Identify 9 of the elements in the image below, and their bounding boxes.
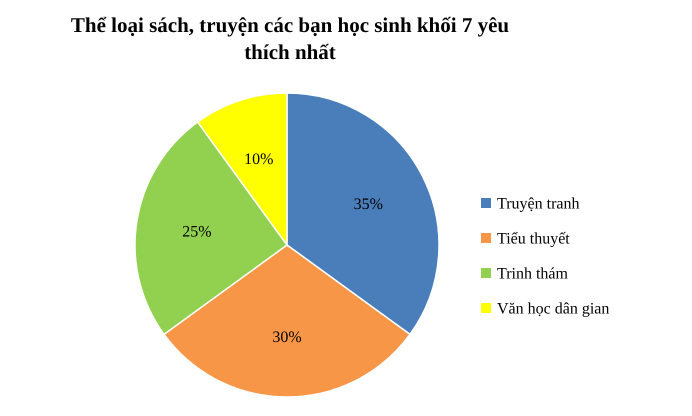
data-label: 30%	[272, 328, 302, 346]
legend-label: Tiểu thuyết	[497, 230, 570, 248]
legend-label: Truyện tranh	[497, 196, 580, 213]
legend-label: Trinh thám	[497, 266, 569, 283]
legend-label: Văn học dân gian	[497, 300, 610, 318]
data-label: 35%	[354, 196, 383, 214]
chart-title: Thể loại sách, truyện các bạn học sinh khối 7 yêu thích nhất	[70, 13, 510, 64]
data-label: 25%	[182, 223, 212, 240]
data-label: 10%	[244, 150, 274, 168]
